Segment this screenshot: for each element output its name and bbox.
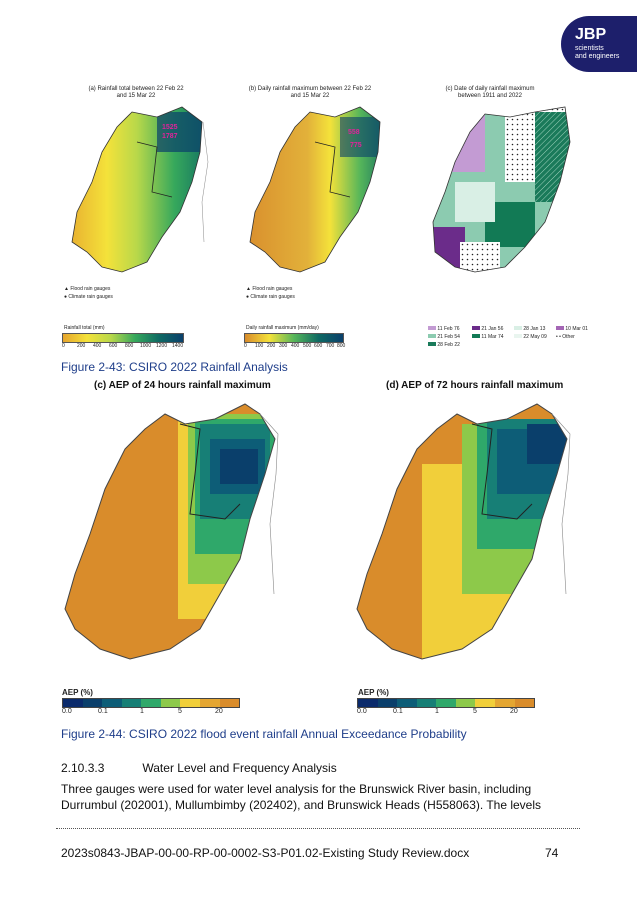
- gauge-legend-a: ▲ Flood rain gauges: [64, 286, 111, 292]
- aep-colorbar-left: [62, 698, 240, 708]
- footer-doc-name: 2023s0843-JBAP-00-00-RP-00-0002-S3-P01.0…: [61, 846, 470, 860]
- colorbar-b-label: Daily rainfall maximum (mm/day): [246, 325, 319, 331]
- logo-brand: JBP: [575, 26, 607, 43]
- aep-72h-map: [356, 403, 571, 660]
- aep-72h-title: (d) AEP of 72 hours rainfall maximum: [386, 380, 564, 391]
- section-heading: 2.10.3.3 Water Level and Frequency Analys…: [61, 760, 337, 777]
- aep-tick-left-3: 5: [178, 708, 182, 715]
- aep-label-left: AEP (%): [62, 688, 93, 697]
- aep-colorbar-right: [357, 698, 535, 708]
- aep-tick-right-1: 0.1: [393, 708, 403, 715]
- figure-2-44-caption: Figure 2-44: CSIRO 2022 flood event rain…: [61, 727, 467, 741]
- aep-tick-right-3: 5: [473, 708, 477, 715]
- panel-a-map: [71, 106, 209, 273]
- section-number: 2.10.3.3: [61, 761, 105, 775]
- body-line-2: Durrumbul (202001), Mullumbimby (202402)…: [61, 798, 542, 812]
- colorbar-b: [244, 333, 344, 343]
- aep-24h-map: [64, 403, 279, 660]
- aep-label-right: AEP (%): [358, 688, 389, 697]
- date-legend: 11 Feb 76 21 Jan 56 28 Jan 13 10 Mar 01 …: [428, 326, 598, 350]
- figure-2-43-caption: Figure 2-43: CSIRO 2022 Rainfall Analysi…: [61, 360, 288, 374]
- section-title: Water Level and Frequency Analysis: [142, 761, 337, 775]
- aep-tick-left-4: 20: [215, 708, 223, 715]
- footer-page-number: 74: [545, 846, 559, 860]
- aep-tick-left-0: 0.0: [62, 708, 72, 715]
- panel-b-map: [249, 106, 381, 273]
- panel-b-value-2: 775: [350, 142, 362, 149]
- aep-tick-left-1: 0.1: [98, 708, 108, 715]
- panel-a-value-1: 1525: [162, 124, 178, 131]
- body-line-1: Three gauges were used for water level a…: [61, 782, 532, 796]
- panel-b-value-1: 558: [348, 129, 360, 136]
- logo-tagline: scientists and engineers: [575, 45, 620, 60]
- panel-b-title: (b) Daily rainfall maximum between 22 Fe…: [248, 86, 372, 99]
- panel-c-map: [432, 106, 571, 273]
- gauge-legend-b: ▲ Flood rain gauges: [246, 286, 293, 292]
- aep-tick-right-4: 20: [510, 708, 518, 715]
- colorbar-a: [62, 333, 184, 343]
- aep-24h-title: (c) AEP of 24 hours rainfall maximum: [94, 380, 271, 391]
- jbp-logo: JBP scientists and engineers: [561, 16, 637, 72]
- footer-divider: [56, 828, 580, 829]
- aep-tick-right-2: 1: [435, 708, 439, 715]
- aep-tick-left-2: 1: [140, 708, 144, 715]
- panel-a-value-2: 1787: [162, 133, 178, 140]
- aep-tick-right-0: 0.0: [357, 708, 367, 715]
- panel-a-title: (a) Rainfall total between 22 Feb 22 and …: [88, 86, 184, 99]
- panel-c-title: (c) Date of daily rainfall maximum betwee…: [445, 86, 535, 99]
- colorbar-a-label: Rainfall total (mm): [64, 325, 105, 331]
